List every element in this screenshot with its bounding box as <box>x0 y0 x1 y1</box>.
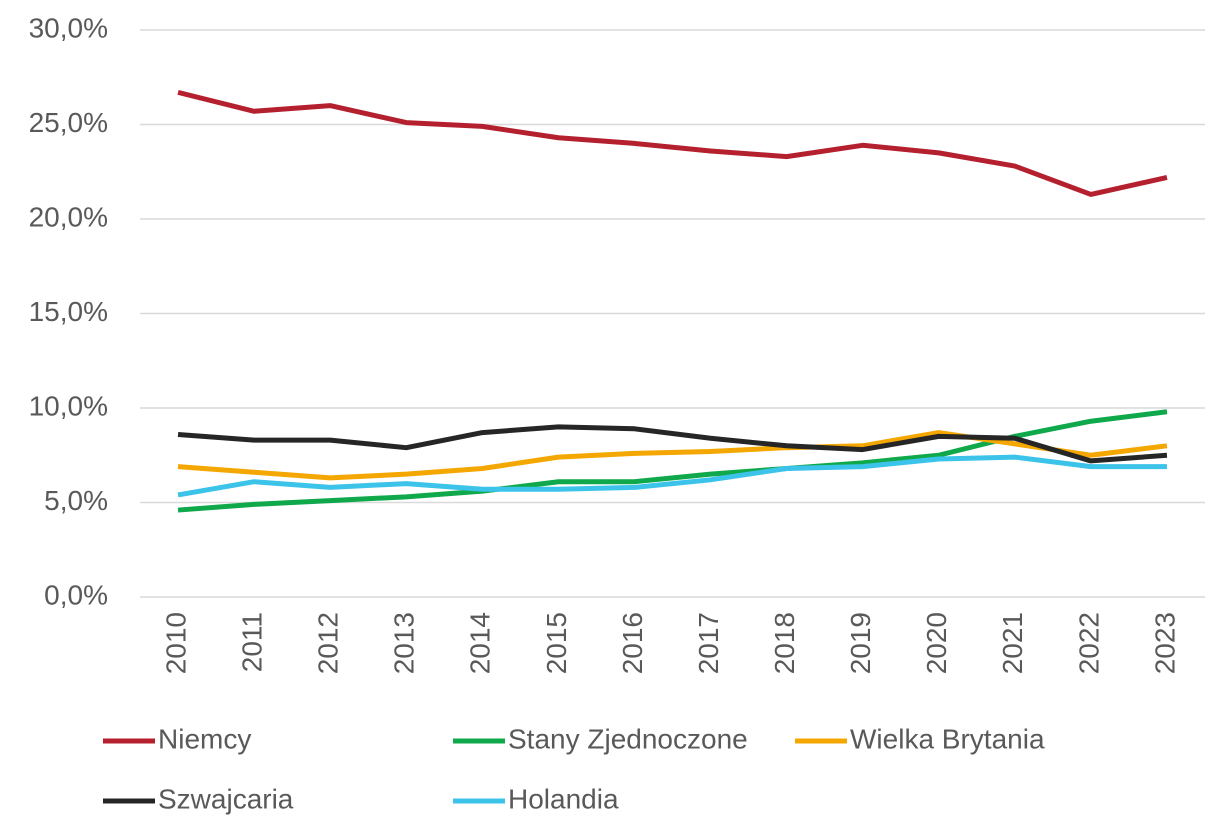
y-tick-label: 20,0% <box>29 201 108 232</box>
series-line <box>177 89 1168 197</box>
legend-label: Niemcy <box>158 723 251 754</box>
y-tick-label: 5,0% <box>44 485 108 516</box>
x-tick-label: 2011 <box>236 612 267 672</box>
series-line <box>177 409 1168 513</box>
series-line <box>177 430 1168 481</box>
y-tick-label: 0,0% <box>44 579 108 610</box>
legend-label: Stany Zjednoczone <box>508 723 748 754</box>
series-line <box>177 424 1168 464</box>
x-tick-label: 2021 <box>997 612 1028 674</box>
x-tick-label: 2019 <box>845 612 876 674</box>
y-tick-label: 25,0% <box>29 107 108 138</box>
legend-label: Wielka Brytania <box>850 723 1045 754</box>
series-line <box>177 454 1167 498</box>
legend-label: Szwajcaria <box>158 783 294 814</box>
x-tick-label: 2020 <box>921 612 952 674</box>
x-tick-label: 2018 <box>769 612 800 674</box>
x-tick-label: 2013 <box>389 612 420 674</box>
x-tick-label: 2017 <box>693 612 724 674</box>
x-tick-label: 2010 <box>160 612 191 674</box>
x-tick-label: 2014 <box>465 612 496 674</box>
x-tick-label: 2016 <box>617 612 648 674</box>
y-tick-label: 30,0% <box>29 12 108 43</box>
y-tick-label: 10,0% <box>29 390 108 421</box>
x-tick-label: 2022 <box>1073 612 1104 674</box>
y-tick-label: 15,0% <box>29 296 108 327</box>
x-tick-label: 2012 <box>313 612 344 674</box>
x-tick-label: 2023 <box>1149 612 1180 674</box>
legend-label: Holandia <box>508 783 619 814</box>
x-tick-label: 2015 <box>541 612 572 674</box>
